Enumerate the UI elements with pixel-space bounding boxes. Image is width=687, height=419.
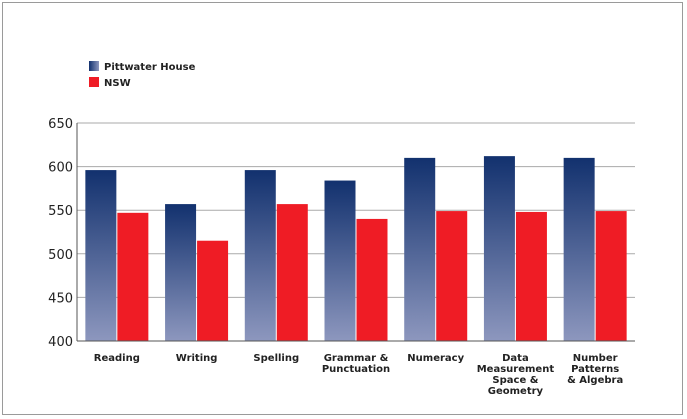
bar-series-2 [117,212,149,341]
bar-series-2 [197,240,229,341]
bar-series-1 [85,170,117,341]
chart-frame: Pittwater House NSW 400 450 500 550 600 650 R… [2,2,683,415]
x-category-label: Data Measurement Space & Geometry [477,353,555,397]
y-tick-label: 550 [48,204,73,219]
x-category-label-line: Space & [492,375,538,386]
bar-series-2 [515,211,547,341]
y-tick-label: 650 [48,117,73,132]
y-tick-label: 600 [48,161,73,176]
x-category-label: Number Patterns & Algebra [567,353,623,386]
x-axis: Reading Writing Spelling Grammar & Punctuati… [77,340,635,397]
x-category-label: Numeracy [407,353,464,364]
y-tick-label: 400 [48,335,73,350]
legend-swatch-series-1 [89,61,99,71]
x-category-label: Grammar & Punctuation [322,353,390,375]
legend-label-series-1: Pittwater House [104,62,196,73]
bar-series-2 [356,218,388,341]
bars [85,156,627,341]
x-category-label-line: Numeracy [407,353,464,364]
x-category-label-line: Measurement [477,364,555,375]
bar-chart: Pittwater House NSW 400 450 500 550 600 650 R… [48,61,635,397]
x-category-label-line: Geometry [488,386,544,397]
bar-series-1 [483,156,515,341]
x-category-label-line: Punctuation [322,364,390,375]
y-tick-label: 500 [48,248,73,263]
x-category-label: Writing [176,353,218,364]
bar-series-1 [324,180,356,341]
legend-label-series-2: NSW [104,78,131,89]
bar-series-1 [165,204,197,341]
legend-item-series-2: NSW [89,77,131,89]
x-category-label-line: Grammar & [324,353,389,364]
legend-swatch-series-2 [89,77,99,87]
legend: Pittwater House NSW [89,61,196,89]
x-category-label-line: Patterns [571,364,619,375]
bar-series-1 [244,170,276,341]
x-category-label-line: Data [502,353,529,364]
legend-item-series-1: Pittwater House [89,61,196,73]
bar-series-2 [276,204,308,341]
bar-series-1 [563,157,595,341]
x-category-label-line: Spelling [253,353,299,364]
x-category-label-line: Writing [176,353,218,364]
gridlines [77,122,635,298]
y-tick-label: 450 [48,291,73,306]
x-category-label-line: & Algebra [567,375,623,386]
x-category-label: Reading [94,353,140,364]
bar-series-1 [404,157,436,341]
bar-series-2 [436,211,468,341]
y-axis: 400 450 500 550 600 650 [48,117,78,350]
bar-series-2 [595,211,627,341]
x-category-label-line: Reading [94,353,140,364]
x-category-label-line: Number [573,353,618,364]
x-category-label: Spelling [253,353,299,364]
